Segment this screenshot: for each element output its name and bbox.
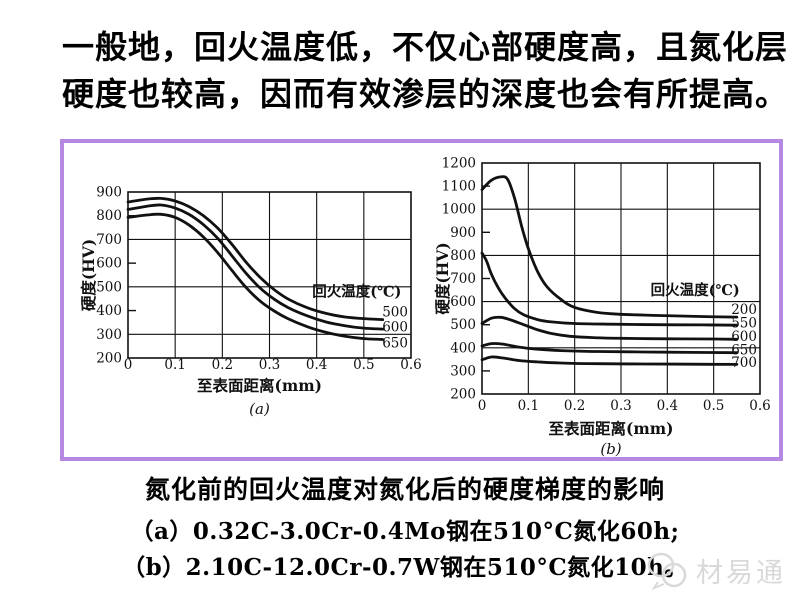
caption-line-b: （b）2.10C-12.0Cr-0.7W钢在510°C氮化10h。 (122, 554, 688, 581)
subplot-label: (b) (600, 440, 621, 457)
x-tick-label: 0.3 (610, 398, 631, 414)
y-tick-label: 600 (450, 294, 476, 310)
watermark-text: 材易通 (696, 557, 786, 589)
curve-500 (126, 196, 385, 321)
title-line-2: 硬度也较高，因而有效渗层的深度也会有所提高。 (62, 75, 789, 113)
caption-heading: 氮化前的回火温度对氮化后的硬度梯度的影响 (144, 475, 665, 504)
x-tick-label: 0 (124, 357, 133, 373)
y-tick-label: 800 (450, 248, 476, 264)
figure-box: 200 300 400 500 600 700 800 900 0 0.1 0.2 0.3 0.4 0.5… (60, 139, 783, 461)
curve-200 (480, 175, 739, 319)
y-tick-label: 300 (450, 363, 476, 379)
y-tick-label: 900 (450, 225, 476, 241)
y-tick-label: 1000 (442, 202, 476, 218)
y-tick-label: 600 (96, 256, 122, 272)
x-tick-label: 0.4 (657, 398, 678, 414)
x-tick-label: 0.1 (164, 357, 185, 373)
y-tick-label: 1100 (442, 179, 476, 195)
x-tick-label: 0.4 (306, 357, 327, 373)
x-tick-label: 0.2 (564, 398, 585, 414)
curve-label-650: 650 (382, 336, 408, 352)
curve-700 (480, 355, 739, 366)
curve-550 (480, 251, 739, 327)
curve-label-600: 600 (731, 329, 757, 345)
legend-title: 回火温度(℃) (312, 283, 401, 301)
figure-caption: 氮化前的回火温度对氮化后的硬度梯度的影响 （a）0.32C-3.0Cr-0.4M… (0, 470, 810, 584)
x-tick-label: 0 (478, 398, 487, 414)
legend-title: 回火温度(℃) (651, 281, 740, 299)
curve-label-550: 550 (731, 315, 757, 331)
x-tick-label: 0.6 (749, 398, 770, 414)
y-tick-label: 300 (96, 327, 122, 343)
y-tick-label: 500 (96, 279, 122, 295)
x-tick-label: 0.3 (259, 357, 280, 373)
curve-label-500: 500 (382, 304, 408, 320)
speech-bubble-logo-icon (647, 552, 687, 591)
curve-label-650: 650 (731, 343, 757, 359)
y-tick-label: 400 (450, 340, 476, 356)
x-tick-label: 0.1 (518, 398, 539, 414)
x-tick-label: 0.2 (212, 357, 233, 373)
y-tick-label: 800 (96, 208, 122, 224)
curve-650 (480, 342, 739, 355)
x-tick-label: 0.5 (353, 357, 374, 373)
y-tick-label: 700 (96, 232, 122, 248)
subplot-label: (a) (249, 400, 270, 418)
curve-650 (126, 212, 385, 341)
watermark: 材易通 (644, 548, 786, 592)
curve-label-700: 700 (731, 355, 757, 371)
y-tick-label: 900 (96, 185, 122, 201)
slide-title: 一般地，回火温度低，不仅心部硬度高，且氮化层 硬度也较高，因而有效渗层的深度也会… (62, 24, 792, 118)
y-tick-label: 500 (450, 317, 476, 333)
y-tick-label: 200 (450, 387, 476, 403)
curve-600 (126, 203, 385, 331)
curve-600 (480, 315, 739, 341)
x-tick-label: 0.5 (703, 398, 724, 414)
x-axis-title: 至表面距离(mm) (197, 376, 322, 395)
curve-label-200: 200 (731, 302, 757, 318)
x-tick-label: 0.6 (400, 357, 421, 373)
plot-border (127, 191, 412, 359)
curve-label-600: 600 (382, 319, 408, 335)
y-axis-title: 硬度(HV) (79, 239, 98, 311)
y-tick-label: 400 (96, 303, 122, 319)
y-axis-title: 硬度(HV) (433, 242, 452, 314)
title-line-1: 一般地，回火温度低，不仅心部硬度高，且氮化层 (62, 28, 789, 66)
y-tick-label: 1200 (442, 156, 476, 172)
x-axis-title: 至表面距离(mm) (549, 419, 674, 438)
y-tick-label: 700 (450, 271, 476, 287)
caption-line-a: （a）0.32C-3.0Cr-0.4Mo钢在510°C氮化60h; (130, 518, 680, 545)
y-tick-label: 200 (96, 351, 122, 367)
